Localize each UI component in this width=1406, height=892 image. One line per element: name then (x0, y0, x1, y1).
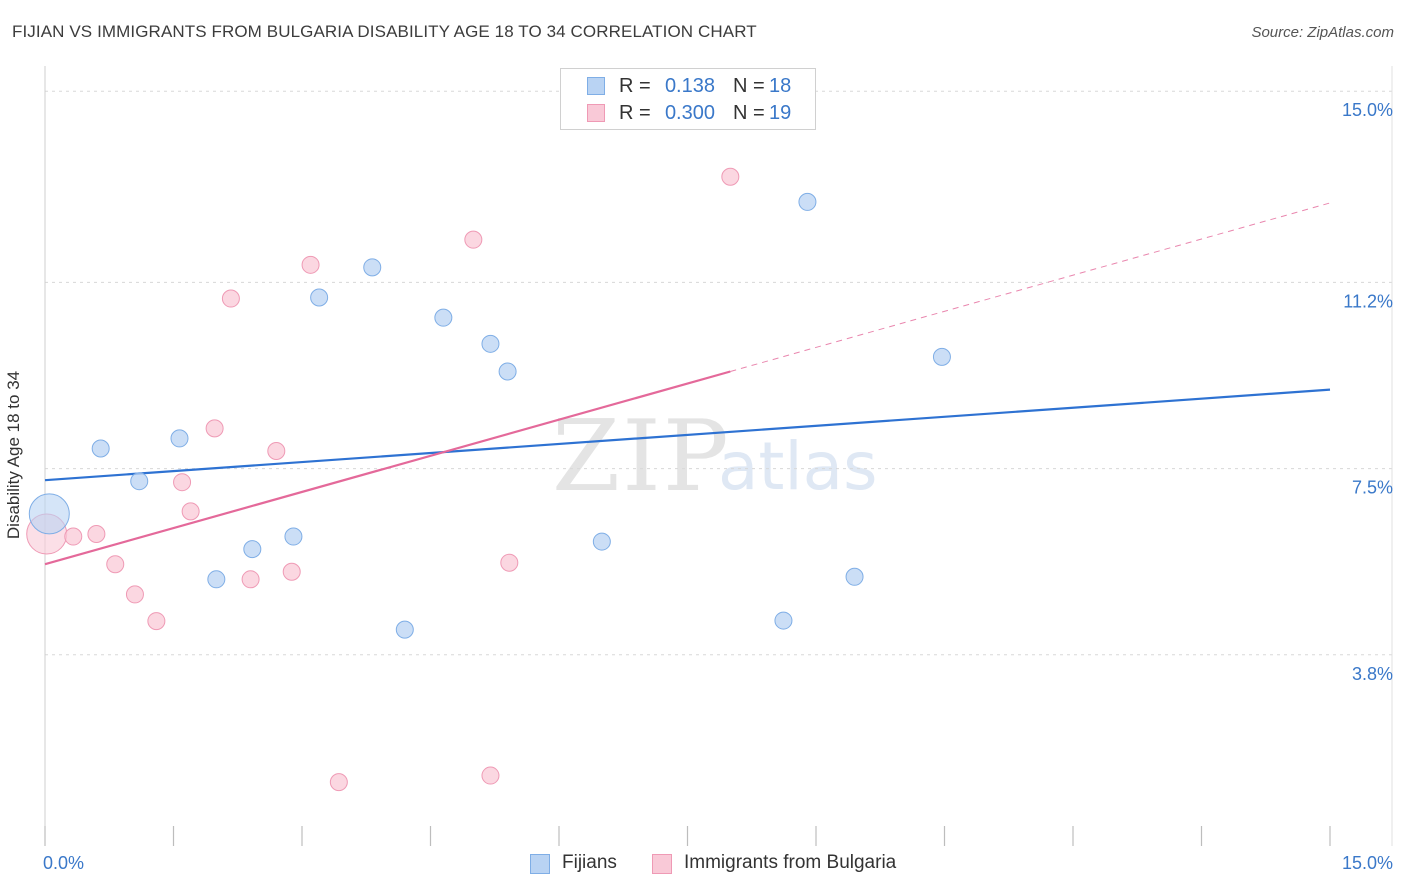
trend-layer (44, 202, 1331, 566)
point-fijians (395, 620, 414, 639)
point-bulgaria (282, 562, 301, 581)
x-tick-label: 0.0% (43, 853, 84, 873)
point-fijians (207, 570, 226, 589)
y-tick-label: 11.2% (1343, 291, 1393, 311)
trend-line-fijians (44, 388, 1331, 482)
point-fijians (498, 362, 517, 381)
legend-n-label: N = (733, 102, 765, 124)
watermark-atlas: atlas (718, 428, 878, 505)
point-fijians (932, 347, 951, 366)
point-bulgaria (241, 570, 260, 589)
legend-n-value: 19 (769, 102, 792, 124)
correlation-legend: R = 0.138 N = 18 R = 0.300 N = 19 (560, 68, 816, 130)
legend-swatch-bulgaria (587, 104, 605, 122)
bottom-legend-swatch-bulgaria (652, 854, 672, 874)
points-layer (26, 167, 951, 792)
y-tick-label: 7.5% (1352, 478, 1393, 498)
legend-n-label: N = (733, 75, 765, 97)
point-fijians (284, 527, 303, 546)
bottom-legend-swatch-fijians (530, 854, 550, 874)
point-bulgaria (721, 167, 740, 186)
legend-r-value: 0.138 (664, 75, 715, 97)
point-bulgaria (221, 289, 240, 308)
point-fijians (481, 334, 500, 353)
source-credit: Source: ZipAtlas.com (1251, 24, 1394, 41)
point-fijians (845, 567, 864, 586)
point-fijians (91, 439, 110, 458)
point-bulgaria (500, 553, 519, 572)
chart-title: FIJIAN VS IMMIGRANTS FROM BULGARIA DISAB… (12, 22, 757, 41)
point-fijians (243, 540, 262, 559)
point-fijians (310, 288, 329, 307)
point-fijians (130, 472, 149, 491)
point-bulgaria (64, 527, 83, 546)
point-fijians (798, 192, 817, 211)
point-fijians (592, 532, 611, 551)
legend-r-value: 0.300 (664, 102, 715, 124)
tick-label-layer: 3.8% 7.5% 11.2% 15.0% 0.0% 15.0% (43, 100, 1393, 873)
y-tick-label: 15.0% (1342, 100, 1393, 120)
grid-layer (45, 90, 1392, 656)
point-bulgaria (87, 525, 106, 544)
point-fijians (434, 308, 453, 327)
point-bulgaria (301, 255, 320, 274)
point-bulgaria (125, 585, 144, 604)
point-fijians (363, 258, 382, 277)
legend-r-label: R = (619, 75, 651, 97)
point-bulgaria (173, 473, 192, 492)
point-fijians (774, 611, 793, 630)
point-bulgaria (329, 773, 348, 792)
y-axis-label: Disability Age 18 to 34 (4, 370, 23, 540)
point-bulgaria (267, 442, 286, 460)
point-fijians (170, 429, 189, 448)
axis-layer (44, 66, 1393, 846)
point-bulgaria (106, 555, 125, 574)
point-bulgaria (481, 766, 500, 785)
point-bulgaria (181, 502, 200, 521)
bottom-legend-label-fijians: Fijians (562, 852, 617, 873)
trend-line-bulgaria (44, 370, 731, 566)
x-tick-label: 15.0% (1342, 853, 1393, 873)
legend-r-label: R = (619, 102, 651, 124)
trend-line-bulgaria-extension (730, 202, 1331, 372)
legend-swatch-fijians (587, 77, 605, 95)
point-bulgaria (205, 419, 224, 438)
y-tick-label: 3.8% (1352, 664, 1393, 684)
watermark-zip: ZIP (552, 400, 731, 514)
bottom-legend-label-bulgaria: Immigrants from Bulgaria (684, 852, 897, 873)
point-fijians (28, 493, 70, 535)
point-bulgaria (147, 612, 166, 631)
legend-n-value: 18 (769, 75, 792, 97)
point-bulgaria (464, 230, 483, 249)
